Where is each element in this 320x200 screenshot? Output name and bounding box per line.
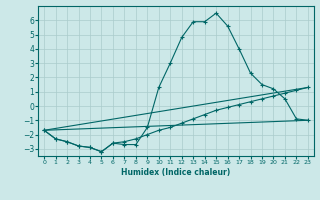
X-axis label: Humidex (Indice chaleur): Humidex (Indice chaleur) bbox=[121, 168, 231, 177]
